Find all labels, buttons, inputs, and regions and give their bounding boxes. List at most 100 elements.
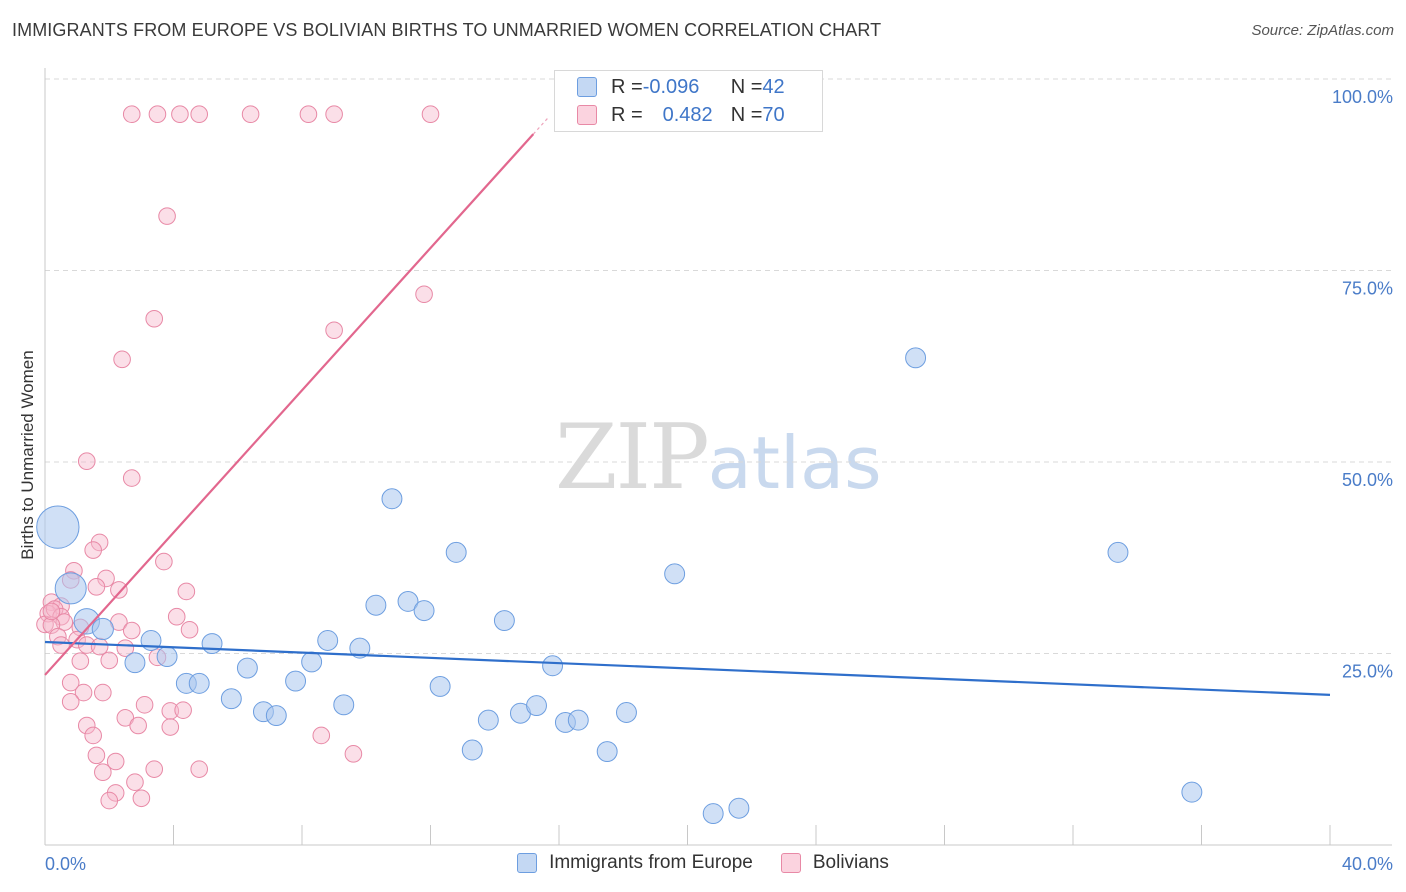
bolivians-point: [421, 105, 440, 124]
bolivians-point: [42, 616, 61, 634]
europe-point: [124, 652, 146, 674]
europe-point: [526, 695, 547, 717]
legend-swatch-europe: [577, 77, 597, 97]
europe-point: [91, 617, 114, 641]
europe-trend-line: [44, 640, 1331, 696]
grid-lines: [45, 78, 1392, 654]
europe-point: [397, 590, 419, 612]
bolivians-point: [71, 652, 90, 670]
bolivians-point: [312, 726, 331, 745]
bolivians-point: [106, 752, 125, 771]
bolivians-point: [132, 789, 151, 808]
europe-point: [493, 610, 515, 632]
source-label: Source: ZipAtlas.com: [1251, 22, 1394, 39]
bolivians-point: [344, 745, 363, 763]
legend-n-label: N =: [730, 75, 763, 98]
europe-point: [567, 709, 589, 731]
legend-swatch-europe: [517, 853, 538, 873]
europe-point: [461, 739, 483, 761]
europe-point: [220, 688, 242, 710]
bolivians-point: [42, 602, 61, 621]
tick-labels: 25.0% 50.0% 75.0% 100.0% 0.0% 40.0%: [45, 87, 1393, 874]
bolivians-point: [100, 791, 119, 810]
legend-item-bolivians[interactable]: Bolivians: [780, 852, 889, 874]
bolivians-point: [94, 683, 112, 702]
legend-n-label: N =: [730, 103, 763, 126]
bolivians-point: [126, 773, 144, 791]
bolivians-point: [145, 309, 164, 328]
europe-point: [188, 672, 210, 694]
bolivians-point: [325, 105, 343, 124]
europe-point: [365, 594, 387, 616]
bolivians-trend-extension: [532, 115, 550, 135]
x-tick-label-min: 0.0%: [45, 854, 86, 874]
europe-point: [728, 797, 750, 819]
bolivians-point: [171, 105, 189, 124]
chart-title: IMMIGRANTS FROM EUROPE VS BOLIVIAN BIRTH…: [12, 20, 882, 40]
bolivians-point: [241, 105, 260, 124]
europe-point: [349, 637, 371, 659]
bolivians-point: [87, 746, 106, 765]
bolivians-point: [113, 350, 131, 369]
bolivians-point: [167, 607, 186, 626]
bolivians-point: [135, 696, 154, 714]
bolivians-point: [161, 718, 180, 736]
legend-r-value-bolivians: 0.482: [662, 103, 713, 126]
bolivians-point: [177, 582, 196, 601]
bolivians-point: [77, 452, 96, 471]
bolivians-point: [52, 636, 70, 654]
legend-swatch-bolivians: [780, 853, 801, 873]
watermark-atlas: atlas: [707, 421, 882, 505]
trend-lines: [44, 115, 1331, 696]
europe-point: [36, 505, 80, 549]
bolivians-point: [100, 651, 119, 670]
axes: [44, 68, 1392, 846]
bolivians-point: [145, 760, 164, 778]
europe-point: [429, 675, 451, 697]
bolivians-point: [155, 552, 173, 571]
europe-point: [54, 572, 87, 605]
europe-point: [905, 347, 927, 369]
bolivians-point: [148, 105, 167, 124]
europe-points: [36, 347, 1203, 825]
y-tick-label: 75.0%: [1342, 279, 1393, 299]
legend-row-bolivians: R = 0.482 N = 70: [555, 101, 785, 129]
bolivians-point: [190, 105, 208, 124]
bolivians-point: [116, 709, 135, 727]
bolivians-point: [415, 285, 433, 304]
bolivians-point: [161, 702, 180, 720]
europe-point: [285, 670, 307, 692]
europe-point: [616, 702, 637, 723]
legend-r-label: R =: [611, 75, 643, 98]
legend-swatch-bolivians: [577, 105, 597, 125]
europe-point: [1181, 781, 1203, 803]
europe-point: [156, 646, 178, 668]
x-tick-label-max: 40.0%: [1342, 854, 1393, 874]
bolivians-point: [190, 760, 208, 778]
bolivians-point: [74, 683, 93, 702]
bolivians-point: [61, 673, 80, 692]
bolivians-point: [122, 469, 141, 487]
europe-point: [702, 803, 724, 825]
europe-point: [201, 633, 223, 655]
legend-label-europe: Immigrants from Europe: [549, 852, 753, 873]
bolivians-trend-line: [44, 133, 535, 676]
bolivians-point: [110, 581, 128, 599]
bolivians-point: [129, 716, 147, 735]
europe-point: [317, 630, 339, 651]
y-tick-label: 25.0%: [1342, 662, 1393, 682]
series-legend: Immigrants from Europe Bolivians: [0, 852, 1406, 874]
europe-point: [301, 651, 323, 673]
bolivians-point: [299, 105, 318, 124]
bolivians-point: [122, 105, 141, 124]
legend-row-europe: R = -0.096 N = 42: [555, 73, 785, 101]
legend-n-value-europe: 42: [762, 75, 785, 98]
watermark-zip: ZIP: [555, 405, 710, 510]
bolivians-point: [174, 701, 192, 719]
europe-point: [445, 541, 467, 563]
europe-point: [413, 600, 435, 622]
legend-item-europe[interactable]: Immigrants from Europe: [517, 852, 753, 874]
europe-point: [265, 705, 287, 727]
bolivians-point: [325, 321, 343, 340]
bolivians-point: [84, 726, 102, 745]
